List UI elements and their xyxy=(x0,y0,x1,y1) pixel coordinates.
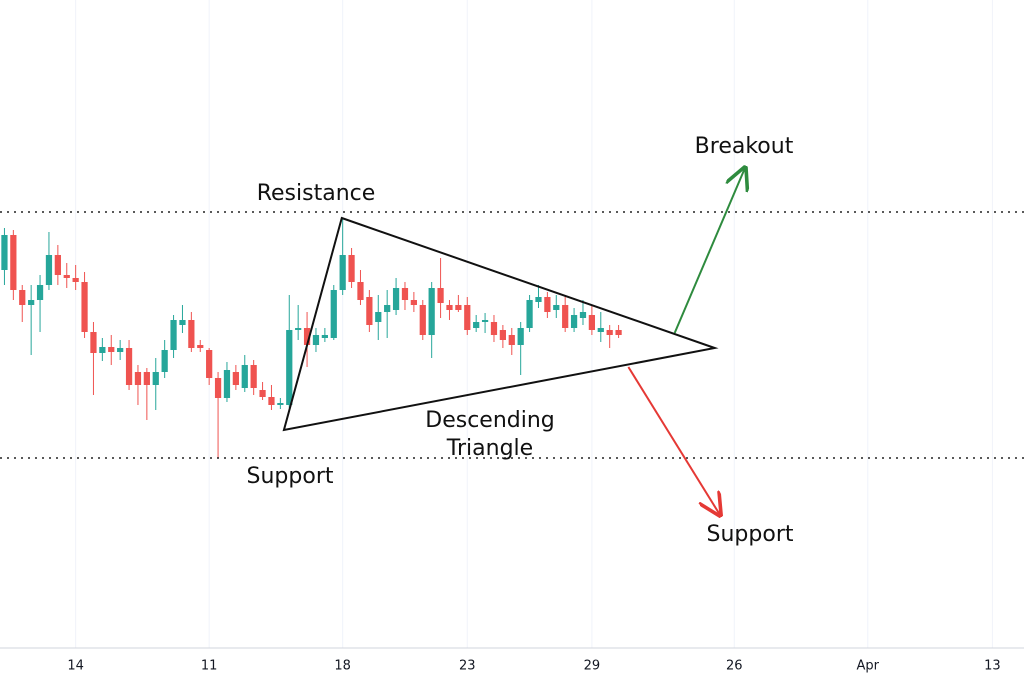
breakout-arrow xyxy=(673,168,745,334)
candle-body xyxy=(597,328,604,332)
candle-body xyxy=(562,305,569,328)
candle-body xyxy=(481,320,489,322)
candle-body xyxy=(473,322,480,328)
breakdown-arrow xyxy=(627,366,720,515)
candle-body xyxy=(401,288,409,300)
candle-body xyxy=(437,288,444,303)
candle-body xyxy=(517,328,524,345)
candle-body xyxy=(455,305,462,310)
candle-body xyxy=(28,300,35,305)
candle-body xyxy=(464,305,471,330)
candle-body xyxy=(366,297,373,325)
candle-body xyxy=(446,305,453,310)
x-tick-label: 26 xyxy=(726,659,743,674)
candle-body xyxy=(384,305,391,312)
x-tick-label: 29 xyxy=(584,659,601,674)
x-tick-label: Apr xyxy=(857,659,880,674)
triangle-label: Triangle xyxy=(446,436,533,461)
candle-body xyxy=(508,335,515,345)
resistance-label: Resistance xyxy=(257,181,376,206)
breakdown-label: Support xyxy=(707,522,794,547)
candle-body xyxy=(330,290,337,338)
candle-body xyxy=(339,255,346,290)
candle-body xyxy=(526,300,533,328)
x-tick-label: 13 xyxy=(984,659,1001,674)
candle-body xyxy=(45,255,53,285)
candle-body xyxy=(303,328,311,345)
candle-body xyxy=(125,348,133,385)
candle-body xyxy=(419,305,426,335)
candle-body xyxy=(286,330,293,405)
candle-body xyxy=(535,297,542,302)
candle-body xyxy=(606,330,613,335)
candle-body xyxy=(570,315,578,328)
candle-body xyxy=(544,297,551,312)
candle-body xyxy=(170,320,177,350)
candle-body xyxy=(232,372,239,385)
candle-body xyxy=(277,403,284,405)
candle-body xyxy=(312,335,320,345)
candle-body xyxy=(223,370,231,398)
breakout-label: Breakout xyxy=(695,134,794,159)
candle-body xyxy=(428,288,435,335)
candle-body xyxy=(197,345,204,348)
candle-body xyxy=(54,255,61,275)
candle-body xyxy=(348,255,355,282)
candle-body xyxy=(10,235,17,290)
candles xyxy=(1,218,622,458)
candle-body xyxy=(375,312,382,322)
candle-body xyxy=(99,347,106,353)
candle-body xyxy=(410,300,417,305)
candle-body xyxy=(161,350,168,372)
candle-body xyxy=(81,282,88,332)
candle-body xyxy=(188,320,195,348)
candle-body xyxy=(579,312,587,318)
candle-body xyxy=(357,282,364,300)
candle-body xyxy=(36,285,44,300)
candle-body xyxy=(241,365,248,388)
candle-body xyxy=(117,348,124,352)
candle-body xyxy=(321,335,328,338)
candle-body xyxy=(268,397,275,405)
triangle-label: Descending xyxy=(425,408,555,433)
candle-body xyxy=(108,347,115,352)
support-label: Support xyxy=(247,464,334,489)
candle-body xyxy=(152,372,159,385)
candle-body xyxy=(499,330,506,340)
candle-body xyxy=(134,372,142,385)
candle-body xyxy=(490,322,498,335)
candle-body xyxy=(588,315,595,330)
candle-body xyxy=(259,390,266,397)
candle-body xyxy=(1,235,8,270)
candle-body xyxy=(250,365,257,388)
candle-body xyxy=(143,372,150,385)
x-tick-label: 11 xyxy=(201,659,218,674)
grid xyxy=(75,0,993,648)
candle-body xyxy=(615,330,622,335)
annotations xyxy=(0,168,1024,515)
candle-body xyxy=(19,290,26,305)
triangle xyxy=(282,216,719,432)
candle-body xyxy=(392,288,400,310)
x-tick-label: 18 xyxy=(334,659,351,674)
candle-body xyxy=(179,320,186,325)
candle-body xyxy=(63,275,70,278)
candle-body xyxy=(90,332,97,353)
candle-body xyxy=(72,278,79,282)
x-tick-label: 14 xyxy=(67,659,84,674)
candle-body xyxy=(553,305,560,310)
candle-body xyxy=(214,378,222,398)
x-tick-label: 23 xyxy=(459,659,476,674)
candle-body xyxy=(295,328,302,330)
candle-body xyxy=(206,350,213,378)
